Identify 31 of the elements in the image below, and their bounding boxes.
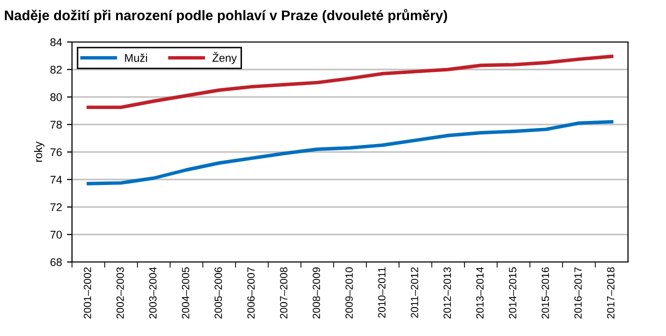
x-tick-label: 2001–2002 [84,267,92,318]
x-tick-label: 2003–2004 [149,267,157,318]
y-tick-label: 84 [50,38,62,46]
chart-title: Naděje dožití při narození podle pohlaví v Praze (dvouleté průměry) [4,8,448,24]
line-series [86,120,614,186]
x-tick-label: 2011–2012 [410,267,418,318]
x-tick-label: 2004–2005 [182,267,190,318]
y-tick-label: 78 [50,120,62,129]
x-tick-label: 2013–2014 [476,267,484,318]
x-tick-label: 2002–2003 [116,267,124,318]
x-tick-label: 2014–2015 [508,267,516,318]
x-tick-label: 2015–2016 [542,267,550,318]
x-tick-label: 2005–2006 [214,267,222,318]
x-tick-label: 2012–2013 [444,267,451,318]
legend-label: Ženy [212,52,237,64]
x-tick-label: 2008–2009 [312,267,320,318]
y-tick-label: 80 [50,93,62,102]
x-tick-label: 2017–2018 [607,267,614,318]
y-tick-label: 68 [50,258,62,266]
y-tick-label: 70 [50,230,62,239]
y-axis-title: roky [34,142,44,162]
x-tick-label: 2010–2011 [378,267,386,318]
x-tick-label: 2007–2008 [280,267,288,318]
y-tick-label: 74 [50,176,62,184]
x-tick-label: 2009–2010 [345,267,353,318]
x-tick-label: 2016–2017 [574,267,582,318]
y-tick-label: 82 [50,66,62,74]
y-tick-label: 72 [50,203,62,212]
x-tick-label: 2006–2007 [247,267,255,318]
y-tick-label: 76 [50,148,62,156]
legend-label: Muži [125,54,147,62]
